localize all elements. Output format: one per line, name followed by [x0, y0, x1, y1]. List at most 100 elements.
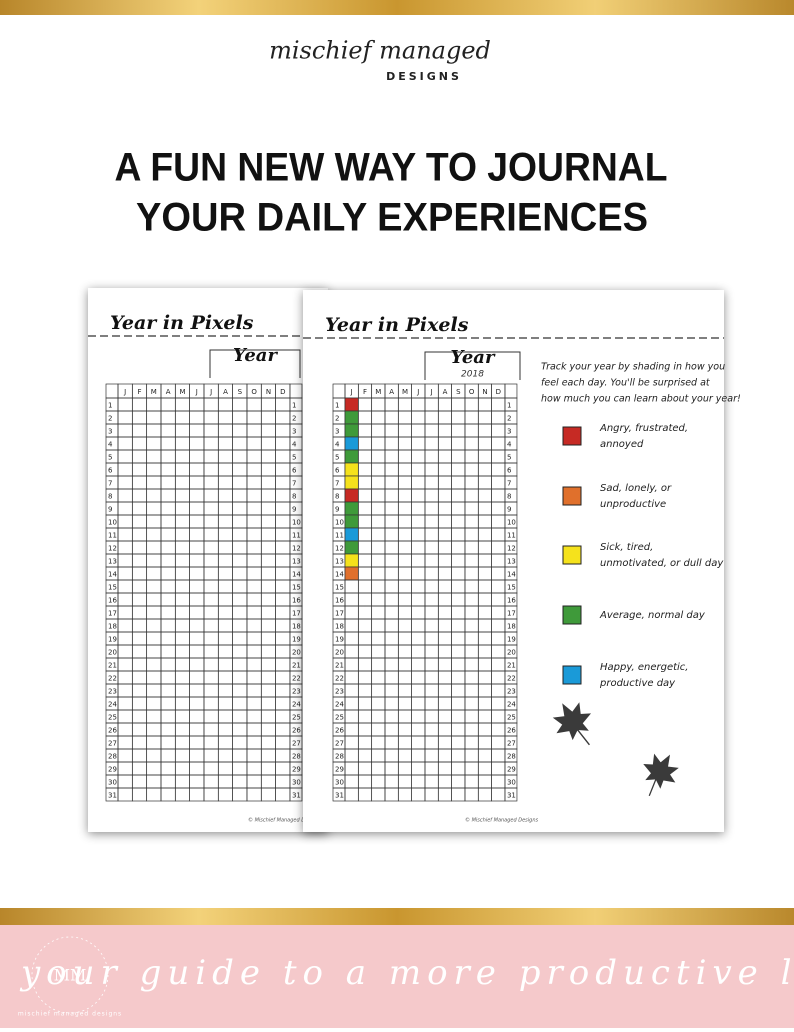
day-label: 24: [108, 701, 117, 709]
day-label: 1: [507, 402, 511, 410]
month-label: J: [350, 388, 353, 396]
day-label: 28: [292, 753, 301, 761]
month-label: A: [166, 388, 171, 396]
day-label: 16: [507, 597, 516, 605]
day-label: 16: [335, 597, 344, 605]
day-label: 7: [507, 480, 511, 488]
day-label: 11: [507, 532, 516, 540]
leaf-icon: [552, 702, 592, 746]
day-label: 6: [335, 467, 340, 475]
brand-name: mischief managed: [269, 37, 491, 65]
tagline: your guide to a more productive life: [19, 953, 794, 993]
day-label: 15: [335, 584, 344, 592]
month-label: J: [195, 388, 198, 396]
day-label: 5: [335, 454, 339, 462]
badge-initials: MM: [54, 966, 87, 985]
day-label: 18: [335, 623, 344, 631]
day-label: 12: [292, 545, 301, 553]
day-label: 7: [108, 480, 112, 488]
day-label: 6: [108, 467, 113, 475]
day-label: 4: [292, 441, 297, 449]
day-label: 29: [335, 766, 344, 774]
day-label: 30: [108, 779, 117, 787]
day-label: 2: [292, 415, 296, 423]
day-label: 13: [108, 558, 117, 566]
page-footer: © Mischief Managed Designs: [465, 817, 539, 824]
headline: A FUN NEW WAY TO JOURNAL: [115, 146, 668, 190]
day-label: 1: [292, 402, 296, 410]
month-label: O: [469, 388, 475, 396]
footer-band: [0, 925, 794, 1028]
day-label: 17: [292, 610, 301, 618]
day-label: 9: [108, 506, 112, 514]
day-label: 26: [292, 727, 301, 735]
day-label: 11: [108, 532, 117, 540]
day-label: 8: [507, 493, 511, 501]
day-label: 27: [108, 740, 117, 748]
legend-label: annoyed: [600, 439, 644, 450]
day-label: 7: [335, 480, 339, 488]
legend-swatch: [562, 605, 582, 625]
day-label: 10: [335, 519, 344, 527]
day-label: 26: [335, 727, 344, 735]
day-label: 31: [292, 792, 301, 800]
day-label: 25: [108, 714, 117, 722]
month-label: N: [266, 388, 271, 396]
month-label: M: [402, 388, 408, 396]
grid-cell: [344, 410, 359, 425]
day-label: 10: [507, 519, 516, 527]
legend-label: Happy, energetic,: [600, 662, 688, 673]
badge-ring: [31, 936, 109, 1014]
day-label: 23: [292, 688, 301, 696]
day-label: 28: [335, 753, 344, 761]
grid-cell: [344, 514, 359, 529]
day-label: 25: [335, 714, 344, 722]
day-label: 15: [507, 584, 516, 592]
brand-sub: DESIGNS: [386, 70, 462, 83]
day-label: 15: [292, 584, 301, 592]
day-label: 24: [292, 701, 301, 709]
day-label: 2: [108, 415, 112, 423]
day-label: 27: [335, 740, 344, 748]
grid-cell: [344, 397, 359, 412]
day-label: 17: [507, 610, 516, 618]
year-value: 2018: [461, 370, 484, 380]
legend-swatch: [562, 545, 582, 565]
grid-cell: [504, 787, 518, 802]
day-label: 24: [507, 701, 516, 709]
day-label: 25: [292, 714, 301, 722]
day-label: 22: [292, 675, 301, 683]
legend-label: unmotivated, or dull day: [600, 558, 724, 569]
day-label: 10: [108, 519, 117, 527]
day-label: 1: [108, 402, 112, 410]
day-label: 14: [335, 571, 344, 579]
day-label: 29: [292, 766, 301, 774]
month-label: A: [443, 388, 448, 396]
month-label: A: [223, 388, 228, 396]
day-label: 23: [335, 688, 344, 696]
grid-cell: [344, 436, 359, 451]
day-label: 10: [292, 519, 301, 527]
day-label: 13: [335, 558, 344, 566]
year-label: Year: [451, 347, 496, 368]
legend-swatch: [562, 486, 582, 506]
day-label: 21: [507, 662, 516, 670]
day-label: 28: [108, 753, 117, 761]
day-label: 20: [335, 649, 344, 657]
legend-label: unproductive: [600, 499, 666, 510]
day-label: 11: [292, 532, 301, 540]
day-label: 31: [507, 792, 516, 800]
day-label: 2: [507, 415, 511, 423]
year-box: [424, 351, 521, 380]
day-label: 18: [507, 623, 516, 631]
page-sheet: [88, 288, 328, 832]
month-label: M: [151, 388, 157, 396]
day-label: 16: [292, 597, 301, 605]
legend-label: Average, normal day: [599, 610, 706, 621]
grid-cell: [344, 527, 359, 542]
legend-label: Angry, frustrated,: [599, 423, 688, 434]
day-label: 23: [108, 688, 117, 696]
